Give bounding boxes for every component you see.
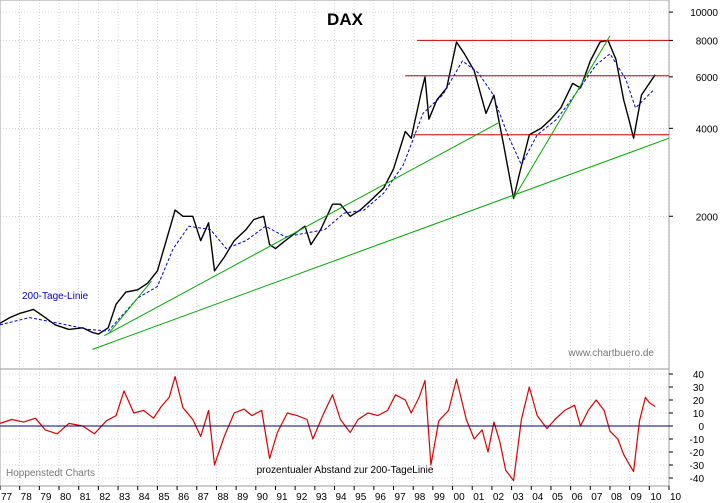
osc-tick-label: 10	[693, 409, 705, 420]
x-tick-label: 96	[375, 492, 387, 503]
x-tick-label: 79	[40, 492, 52, 503]
x-tick-label: 80	[60, 492, 72, 503]
osc-tick-label: -10	[690, 435, 705, 446]
x-tick-label: 09	[631, 492, 643, 503]
osc-tick-label: -30	[690, 461, 705, 472]
x-tick-label: 98	[414, 492, 426, 503]
osc-series-line-1	[0, 376, 656, 482]
osc-tick-label: 40	[693, 370, 705, 381]
osc-series-layer	[0, 376, 656, 482]
main-plot-frame	[0, 0, 670, 370]
main-series-layer	[0, 35, 670, 350]
x-tick-label: 90	[257, 492, 269, 503]
x-tick-label: 84	[139, 492, 151, 503]
series-line-7	[104, 121, 501, 337]
osc-plot-frame	[0, 368, 670, 487]
publisher-label: Hoppenstedt Charts	[6, 468, 95, 479]
x-tick-label: 91	[276, 492, 288, 503]
x-tick-label: 81	[80, 492, 92, 503]
x-tick-label: 05	[552, 492, 564, 503]
x-axis: 77 78 79 80 81 82 83 84 85 86 87 88 89 90 91 92 93 94 95 96…	[0, 486, 682, 503]
chart-title: DAX	[327, 10, 364, 29]
series-line-6	[92, 137, 670, 350]
x-tick-label: 88	[217, 492, 229, 503]
osc-tick-label: -40	[690, 474, 705, 485]
series-line-8	[107, 280, 152, 335]
x-tick-label: 92	[296, 492, 308, 503]
x-tick-label: 83	[119, 492, 131, 503]
x-tick-label: 94	[336, 492, 348, 503]
x-tick-label: 10	[650, 492, 662, 503]
x-tick-label: 82	[99, 492, 111, 503]
x-tick-label: 89	[237, 492, 249, 503]
x-tick-label: 03	[513, 492, 525, 503]
osc-tick-label: 0	[698, 422, 704, 433]
x-tick-label: 78	[21, 492, 33, 503]
x-tick-label: 86	[178, 492, 190, 503]
x-tick-label: 02	[493, 492, 505, 503]
osc-tick-label: -20	[690, 448, 705, 459]
x-tick-label: 93	[316, 492, 328, 503]
x-tick-label: 06	[572, 492, 584, 503]
x-tick-label: 07	[591, 492, 603, 503]
x-tick-label: 01	[473, 492, 485, 503]
x-tick-label: 08	[611, 492, 623, 503]
x-tick-label: 95	[355, 492, 367, 503]
source-watermark: www.chartbuero.de	[567, 348, 654, 359]
y-tick-label: 8000	[696, 36, 719, 47]
x-tick-label: 77	[1, 492, 13, 503]
series-line-1	[0, 39, 656, 335]
main-grid	[0, 0, 670, 369]
x-tick-label: 00	[454, 492, 466, 503]
series-line-9	[513, 35, 611, 199]
x-tick-label: 87	[198, 492, 210, 503]
y-tick-label: 10000	[690, 8, 718, 19]
x-tick-label: 99	[434, 492, 446, 503]
x-tick-label: 10	[670, 492, 682, 503]
y-tick-label: 6000	[696, 73, 719, 84]
y-tick-label: 4000	[696, 124, 719, 135]
main-y-axis: 2000 4000 6000 8000 10000	[669, 8, 718, 223]
osc-tick-label: 20	[693, 396, 705, 407]
x-tick-label: 85	[158, 492, 170, 503]
osc-y-axis: 40 30 20 10 0 -10 -20 -30 -40	[669, 370, 704, 485]
x-tick-label: 97	[395, 492, 407, 503]
y-tick-label: 2000	[696, 212, 719, 223]
osc-tick-label: 30	[693, 383, 705, 394]
osc-title: prozentualer Abstand zur 200-TageLinie	[257, 465, 434, 476]
ma-label: 200-Tage-Linie	[22, 291, 89, 302]
x-tick-label: 04	[532, 492, 544, 503]
